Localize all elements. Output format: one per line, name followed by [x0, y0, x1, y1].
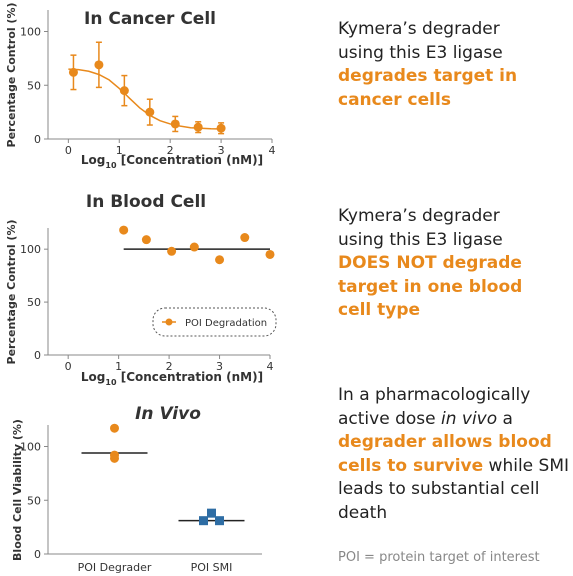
data-point [265, 249, 275, 259]
note-text: target in one blood [338, 276, 523, 297]
x-label-base: Log [81, 153, 105, 167]
note-text: degrades target in [338, 66, 518, 86]
x-label-sub: 10 [105, 161, 117, 170]
x-tick-label: 3 [218, 144, 225, 157]
note-line: using this E3 ligase [338, 229, 522, 253]
note-line: leads to substantial cell [338, 478, 569, 502]
note-line: cells to survive while SMI [338, 455, 569, 479]
y-axis-label: Blood Cell Viability (%) [11, 419, 24, 561]
y-tick-label: 50 [27, 494, 41, 507]
legend-box [152, 307, 277, 337]
chart-title: In Cancer Cell [84, 9, 216, 29]
x-tick-label: 1 [116, 144, 123, 157]
note-line: using this E3 ligase [338, 42, 517, 66]
note-text: in vivo [441, 408, 498, 429]
note-text: Kymera’s degrader [338, 19, 500, 39]
note-line: active dose in vivo a [338, 408, 569, 432]
y-axis-label: Percentage Control (%) [5, 3, 18, 148]
data-point [110, 423, 119, 433]
x-tick-label: 1 [115, 360, 122, 373]
note-line: target in one blood [338, 276, 522, 300]
x-tick-label: 0 [65, 144, 72, 157]
x-label-base: Log [81, 370, 105, 384]
chart-title: In Blood Cell [86, 192, 206, 212]
legend-marker [165, 318, 173, 326]
x-tick-label: 4 [267, 360, 274, 373]
x-tick-label: POI Degrader [78, 561, 152, 574]
note-line: death [338, 502, 569, 526]
note-text: DOES NOT degrade [338, 253, 522, 273]
y-tick-label: 0 [34, 349, 41, 362]
x-tick-label: POI SMI [191, 561, 233, 574]
data-point [193, 122, 203, 132]
y-tick-label: 0 [34, 133, 41, 146]
note: Kymera’s degrader using this E3 ligase DOE… [338, 205, 522, 323]
y-tick-label: 50 [27, 296, 41, 309]
note-line: Kymera’s degrader [338, 205, 522, 229]
x-axis-label: Log10 [Concentration (nM)] [81, 370, 263, 387]
note-text: degrader allows blood [338, 432, 552, 452]
x-tick-label: 2 [166, 360, 173, 373]
fit-curve [68, 68, 222, 130]
data-point [119, 225, 129, 235]
data-point [207, 508, 216, 518]
y-tick-label: 100 [20, 243, 41, 256]
data-point [215, 516, 224, 526]
data-point [189, 242, 199, 252]
footnote: POI = protein target of interest [338, 550, 540, 565]
note-text: cells to survive [338, 455, 484, 476]
y-tick-label: 100 [20, 441, 41, 454]
x-label-rest: [Concentration (nM)] [117, 370, 264, 384]
data-point [141, 235, 151, 245]
note-text: cancer cells [338, 89, 451, 110]
data-point [216, 123, 226, 133]
data-point [215, 255, 225, 265]
note-text: cell type [338, 300, 421, 320]
x-label-rest: [Concentration (nM)] [117, 153, 264, 167]
note-text: while SMI [483, 455, 570, 476]
note: In a pharmacologically active dose in viv… [338, 384, 569, 525]
x-tick-label: 2 [167, 144, 174, 157]
y-axis-label: Percentage Control (%) [5, 220, 18, 365]
note-text: In a pharmacologically [338, 385, 531, 405]
note-line: cell type [338, 299, 522, 323]
note-line: degrades target in [338, 65, 517, 89]
note-text: Kymera’s degrader [338, 206, 500, 226]
note-line: Kymera’s degrader [338, 18, 517, 42]
data-point [145, 107, 155, 117]
chart-title: In Vivo [135, 404, 201, 424]
x-axis-label: Log10 [Concentration (nM)] [81, 153, 263, 170]
note-text: using this E3 ligase [338, 42, 503, 63]
x-tick-label: 0 [65, 360, 72, 373]
note-line: cancer cells [338, 89, 517, 113]
note-text: death [338, 502, 388, 523]
data-point [240, 233, 250, 243]
note-text: using this E3 ligase [338, 229, 503, 250]
x-tick-label: 4 [269, 144, 276, 157]
data-point [167, 246, 177, 256]
y-tick-label: 50 [27, 79, 41, 92]
x-tick-label: 3 [216, 360, 223, 373]
data-point [68, 67, 78, 77]
data-point [170, 119, 180, 129]
note-text: a [497, 408, 513, 429]
legend-label: POI Degradation [185, 318, 267, 329]
note-line: DOES NOT degrade [338, 252, 522, 276]
note-text: leads to substantial cell [338, 479, 540, 499]
note: Kymera’s degrader using this E3 ligase deg… [338, 18, 517, 112]
y-tick-label: 100 [20, 26, 41, 39]
note-text: active dose [338, 408, 441, 429]
data-point [119, 86, 129, 96]
data-point [110, 453, 119, 463]
note-line: In a pharmacologically [338, 384, 569, 408]
note-line: degrader allows blood [338, 431, 569, 455]
data-point [94, 60, 104, 70]
x-label-sub: 10 [105, 378, 117, 387]
y-tick-label: 0 [34, 548, 41, 561]
data-point [199, 516, 208, 526]
